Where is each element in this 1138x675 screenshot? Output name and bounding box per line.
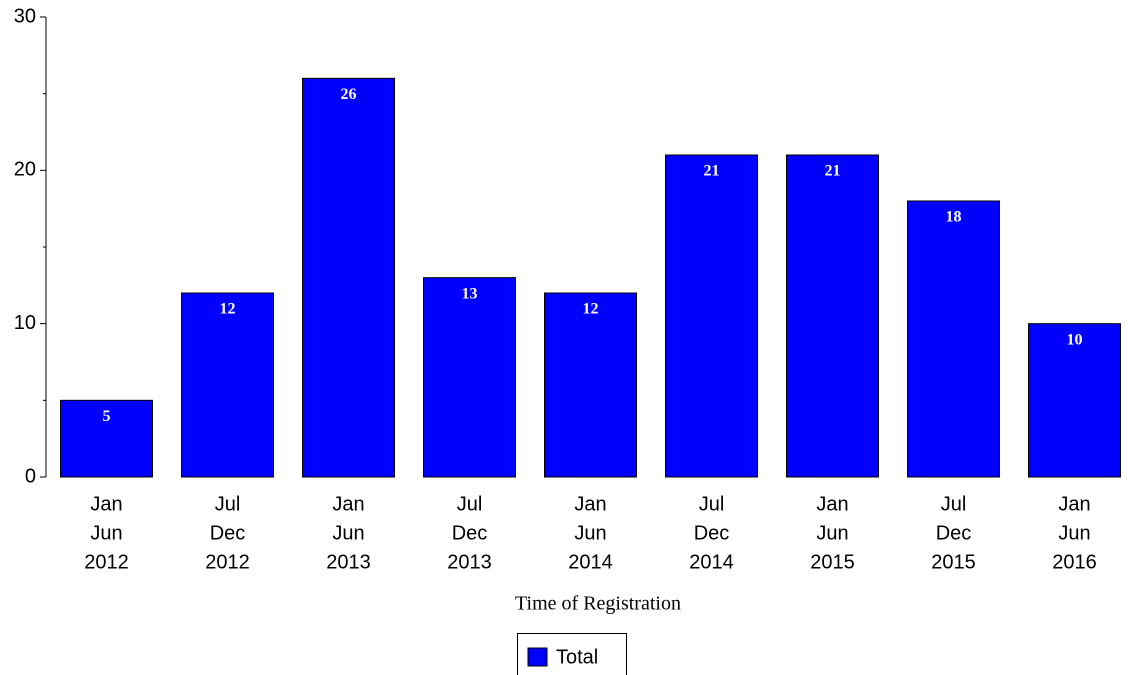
x-tick-label: Jun [332, 522, 364, 544]
value-label: 12 [220, 301, 236, 318]
x-tick-label: 2015 [931, 551, 976, 573]
x-tick-label: 2014 [568, 551, 613, 573]
x-tick-label: Jul [699, 493, 725, 515]
y-tick-label: 10 [14, 312, 36, 334]
x-tick-label: Jul [941, 493, 967, 515]
x-tick-label: Dec [210, 522, 246, 544]
x-tick-label: Jan [1058, 493, 1090, 515]
x-tick-label: Jun [574, 522, 606, 544]
bar [181, 292, 274, 478]
bar [786, 154, 879, 478]
x-tick-label: Dec [452, 522, 488, 544]
x-tick-label: Jan [574, 493, 606, 515]
bar [302, 77, 395, 478]
value-label: 12 [583, 301, 599, 318]
x-tick-label: Jun [90, 522, 122, 544]
bar [665, 154, 758, 478]
value-label: 21 [825, 163, 841, 180]
x-tick-label: Dec [936, 522, 972, 544]
y-tick-label: 20 [14, 159, 36, 181]
bar [60, 399, 153, 478]
value-label: 10 [1067, 331, 1083, 348]
value-label: 18 [946, 209, 962, 226]
bar [544, 292, 637, 478]
value-label: 26 [341, 86, 357, 103]
x-tick-label: Jul [215, 493, 241, 515]
x-tick-label: 2015 [810, 551, 855, 573]
bar [423, 277, 516, 478]
bar [1028, 323, 1121, 478]
x-tick-label: 2014 [689, 551, 734, 573]
x-tick-label: Jan [90, 493, 122, 515]
y-tick-label: 30 [14, 5, 36, 27]
bar [907, 200, 1000, 478]
x-tick-label: 2012 [84, 551, 129, 573]
x-tick-label: 2012 [205, 551, 250, 573]
x-tick-label: Dec [694, 522, 730, 544]
y-tick-label: 0 [25, 465, 36, 487]
x-tick-label: 2016 [1052, 551, 1097, 573]
x-tick-label: Jun [1058, 522, 1090, 544]
x-tick-label: Jun [816, 522, 848, 544]
x-axis-title: Time of Registration [515, 593, 681, 615]
legend-swatch [527, 647, 548, 667]
x-tick-label: Jan [816, 493, 848, 515]
value-label: 21 [704, 163, 720, 180]
x-tick-label: 2013 [326, 551, 371, 573]
value-label: 5 [103, 408, 111, 425]
x-tick-label: Jul [457, 493, 483, 515]
value-label: 13 [462, 285, 478, 302]
x-tick-label: 2013 [447, 551, 492, 573]
x-tick-label: Jan [332, 493, 364, 515]
legend-label: Total [556, 646, 598, 668]
